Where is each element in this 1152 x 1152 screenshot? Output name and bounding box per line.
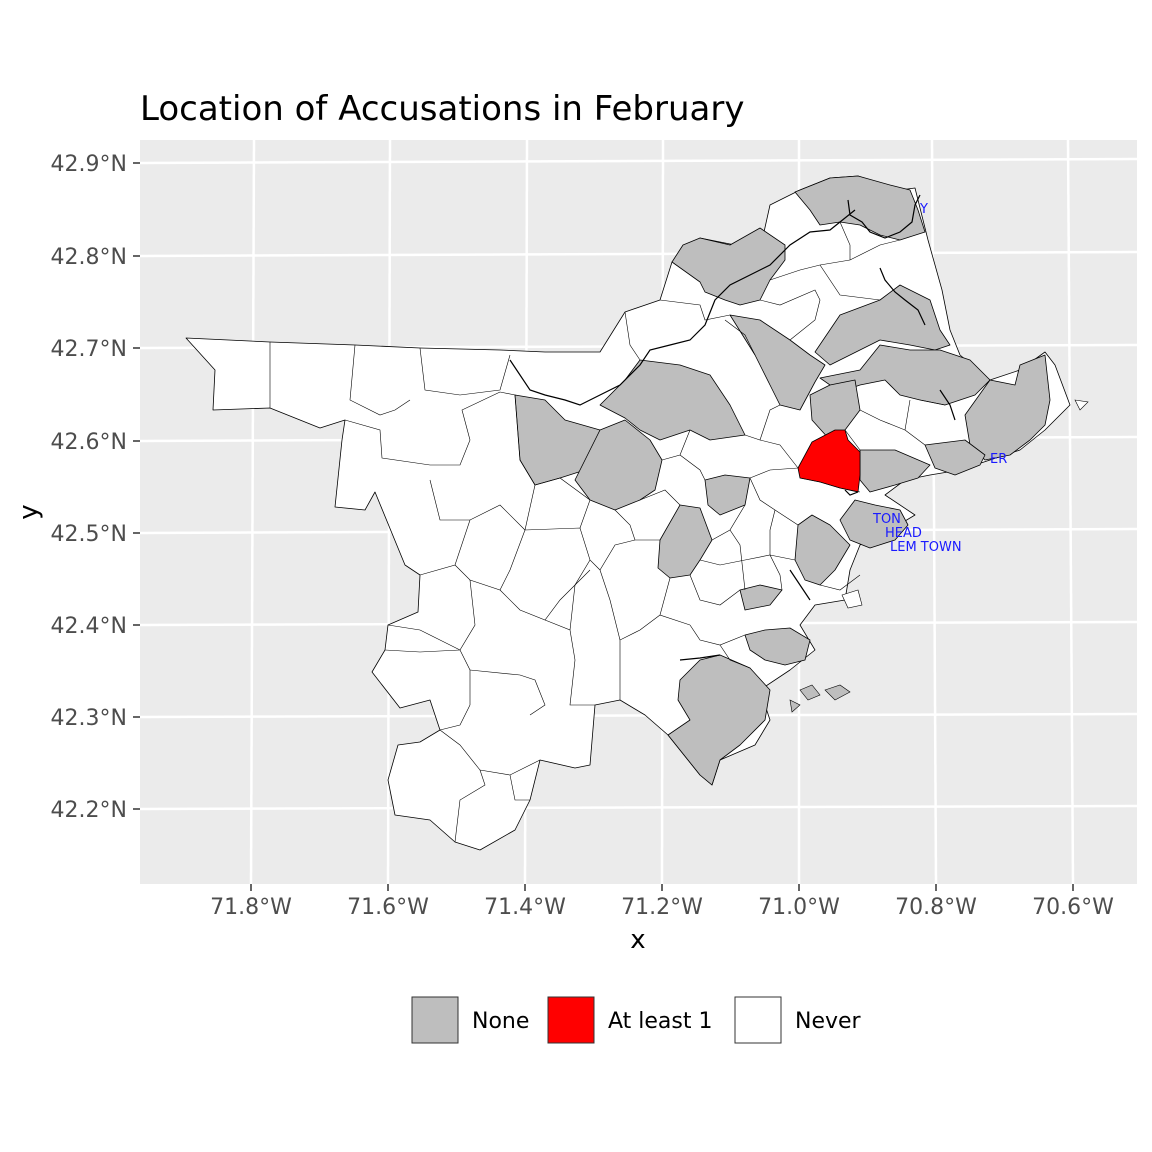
gridline-lat-42-9 xyxy=(139,157,1138,165)
legend-label-at-least-1: At least 1 xyxy=(608,1009,713,1034)
x-tick-label: 71.8°W xyxy=(210,895,292,920)
island-3 xyxy=(789,699,801,713)
coastline xyxy=(509,194,956,661)
x-tick-label: 71.0°W xyxy=(758,895,840,920)
y-tick-label: 42.3°N xyxy=(51,706,127,731)
town-none-16 xyxy=(794,514,851,586)
gridline-lat-42-8 xyxy=(139,250,1138,258)
y-axis: 42.9°N 42.8°N 42.7°N 42.6°N 42.5°N 42.4°… xyxy=(51,152,140,823)
town-none-1 xyxy=(794,175,926,241)
town-label-2: ER xyxy=(990,452,1007,467)
town-none-17 xyxy=(739,584,783,611)
town-none-6 xyxy=(809,379,861,441)
town-none-5 xyxy=(819,344,991,406)
x-tick-label: 71.4°W xyxy=(484,895,566,920)
island-2 xyxy=(824,684,851,701)
legend-label-never: Never xyxy=(795,1009,862,1034)
town-label-3: TON xyxy=(872,512,901,527)
town-borders xyxy=(269,221,946,843)
town-regions xyxy=(185,175,1071,851)
gridline-lat-42-2 xyxy=(139,804,1138,811)
x-axis: 71.8°W 71.6°W 71.4°W 71.2°W 71.0°W 70.8°… xyxy=(210,884,1114,920)
town-none-8 xyxy=(924,439,986,476)
town-none-9 xyxy=(859,449,931,493)
town-labels: Y ER TON HEAD LEM TOWN xyxy=(872,202,1007,555)
x-tick-label: 70.6°W xyxy=(1032,895,1114,920)
town-label-5: LEM TOWN xyxy=(890,540,962,555)
gridline-lat-42-3 xyxy=(139,712,1138,719)
island-4 xyxy=(841,589,863,609)
town-none-18 xyxy=(744,627,811,666)
y-tick-label: 42.9°N xyxy=(51,152,127,177)
y-tick-label: 42.6°N xyxy=(51,430,127,455)
islands xyxy=(789,399,1089,713)
island-5 xyxy=(1074,399,1089,411)
town-label-1: Y xyxy=(919,202,928,217)
town-none-3 xyxy=(729,314,826,411)
y-tick-label: 42.5°N xyxy=(51,522,127,547)
x-axis-title: x xyxy=(630,925,645,955)
map-title: Location of Accusations in February xyxy=(140,89,744,129)
town-none-13 xyxy=(574,419,663,511)
x-tick-label: 71.2°W xyxy=(621,895,703,920)
legend: None At least 1 Never xyxy=(411,996,862,1044)
town-none-2 xyxy=(671,227,786,306)
gridline-lon-71-8 xyxy=(249,139,256,885)
island-1 xyxy=(799,684,821,701)
y-tick-label: 42.4°N xyxy=(51,614,127,639)
town-label-4: HEAD xyxy=(885,526,922,541)
legend-key-at-least-1 xyxy=(547,996,595,1044)
y-axis-title: y xyxy=(14,504,44,519)
legend-label-none: None xyxy=(472,1009,529,1034)
town-none-10 xyxy=(839,499,909,549)
x-tick-label: 70.8°W xyxy=(895,895,977,920)
legend-key-none xyxy=(411,996,459,1044)
gridline-lon-70-6 xyxy=(1066,139,1075,885)
town-none-19 xyxy=(667,654,771,786)
legend-key-never xyxy=(734,996,782,1044)
town-none-11 xyxy=(599,359,746,441)
y-tick-label: 42.2°N xyxy=(51,798,127,823)
x-tick-label: 71.6°W xyxy=(347,895,429,920)
y-tick-label: 42.7°N xyxy=(51,337,127,362)
y-tick-label: 42.8°N xyxy=(51,245,127,270)
